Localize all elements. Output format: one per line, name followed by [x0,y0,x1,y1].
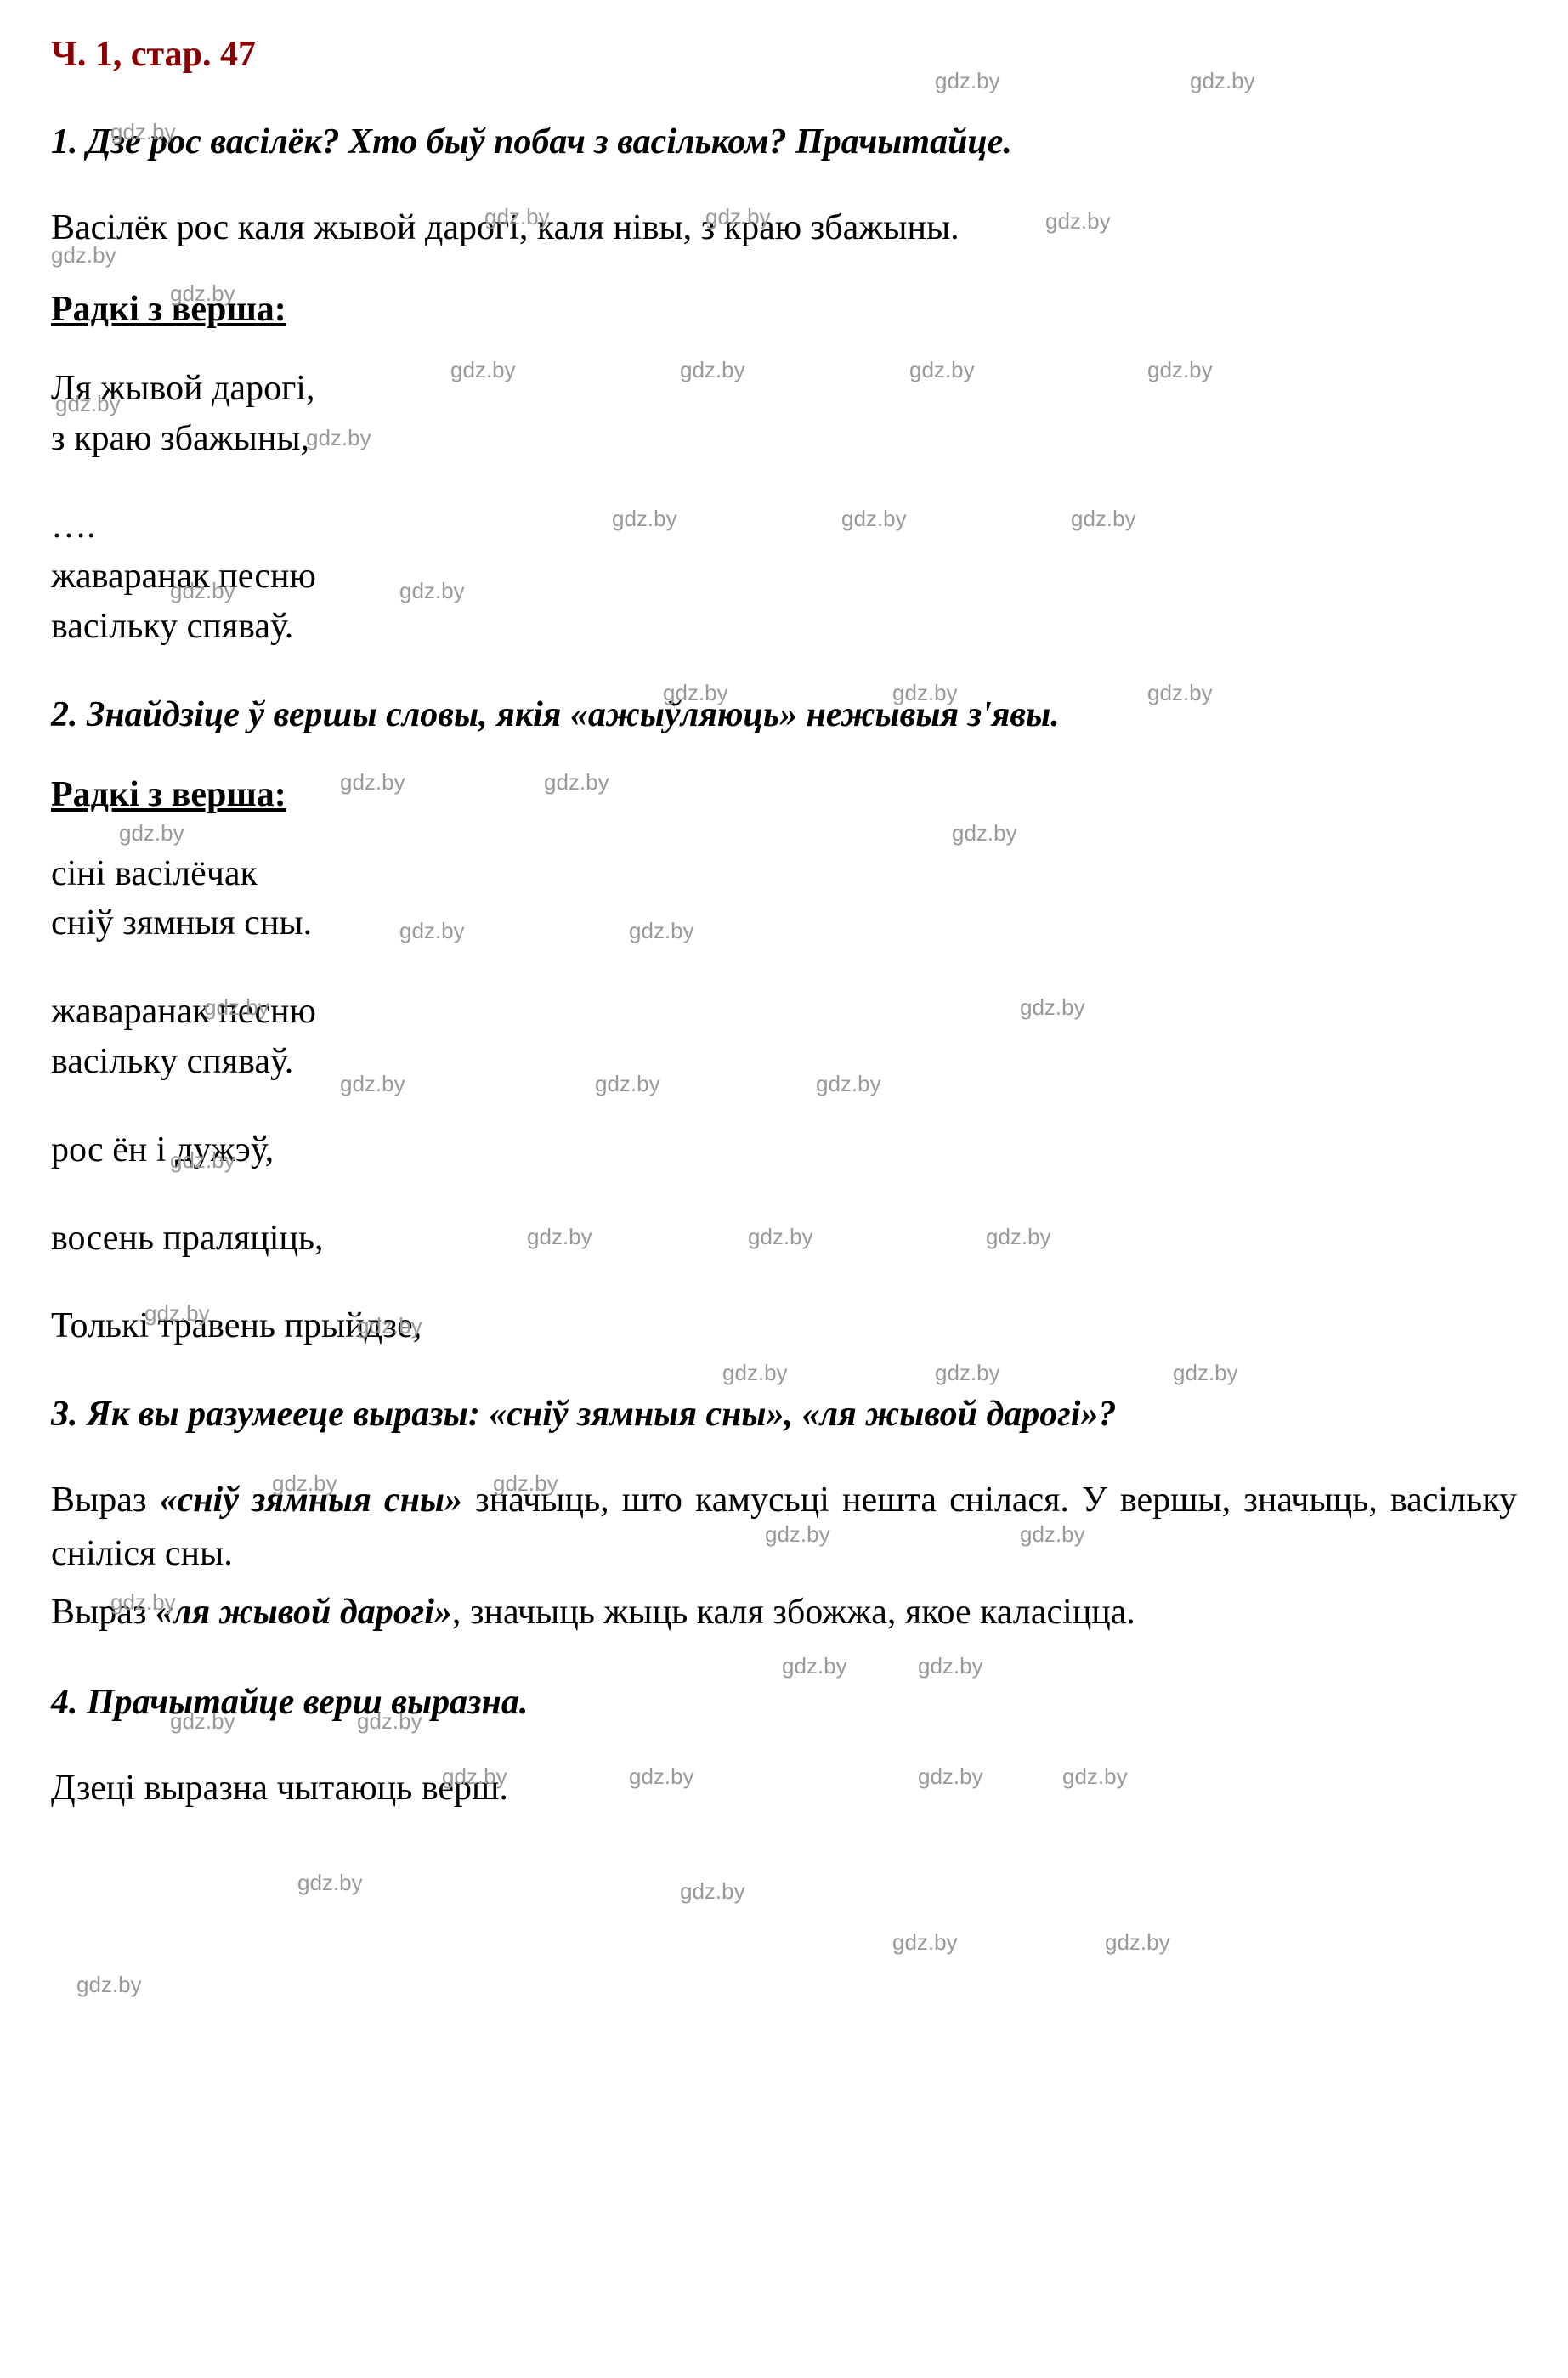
answer-4: Дзеці выразна чытаюць верш. [51,1762,1517,1815]
section-q2: 2. Знайдзіце ў вершы словы, якія «ажыўля… [51,690,1517,1351]
verse-line: Ля жывой дарогі, [51,364,1517,414]
text-part: , значыць жыць каля збожжа, якое каласіц… [452,1593,1135,1632]
verse-line: рос ён і дужэў, [51,1125,1517,1175]
bold-phrase: «сніў зямныя сны» [160,1481,462,1520]
question-4: 4. Прачытайце верш выразна. [51,1678,1517,1728]
watermark: gdz.by [892,1929,958,1956]
watermark: gdz.by [722,1360,788,1386]
watermark: gdz.by [680,1878,745,1905]
question-1: 1. Дзе рос васілёк? Хто быў побач з васі… [51,117,1517,167]
verse-block-3: сіні васілёчак сніў зямныя сны. [51,849,1517,949]
watermark: gdz.by [297,1870,363,1896]
answer-3: Выраз «сніў зямныя сны» значыць, што кам… [51,1474,1517,1639]
paragraph-3a: Выраз «сніў зямныя сны» значыць, што кам… [51,1474,1517,1581]
dots-line: …. [51,501,1517,552]
question-3: 3. Як вы разумееце выразы: «сніў зямныя … [51,1390,1517,1440]
verse-line: васільку спяваў. [51,602,1517,652]
watermark: gdz.by [1173,1360,1238,1386]
verse-line: васільку спяваў. [51,1037,1517,1087]
watermark: gdz.by [76,1972,142,1998]
section-q3: 3. Як вы разумееце выразы: «сніў зямныя … [51,1390,1517,1639]
watermark: gdz.by [782,1653,847,1679]
verse-block-7: Толькі травень прыйдзе, [51,1301,1517,1351]
answer-1: Васілёк рос каля жывой дарогі, каля нівы… [51,201,1517,255]
paragraph-3b: Выраз «ля жывой дарогі», значыць жыць ка… [51,1586,1517,1639]
question-2: 2. Знайдзіце ў вершы словы, якія «ажыўля… [51,690,1517,740]
verse-line: з краю збажыны, [51,414,1517,464]
bold-phrase: «ля жывой дарогі» [156,1593,452,1632]
verse-line: Толькі травень прыйдзе, [51,1301,1517,1351]
verse-line: жаваранак песню [51,987,1517,1037]
verse-line: жаваранак песню [51,552,1517,602]
verse-line: восень праляціць, [51,1214,1517,1264]
verse-line: сіні васілёчак [51,849,1517,899]
verses-heading-2: Радкі з верша: [51,774,1517,815]
page-header: Ч. 1, стар. 47 [51,34,1517,75]
text-part: Выраз [51,1593,156,1632]
watermark: gdz.by [918,1653,983,1679]
text-part: Выраз [51,1481,160,1520]
section-q1: 1. Дзе рос васілёк? Хто быў побач з васі… [51,117,1517,652]
watermark: gdz.by [1105,1929,1170,1956]
section-q4: 4. Прачытайце верш выразна. Дзеці выразн… [51,1678,1517,1815]
verse-block-2: …. жаваранак песню васільку спяваў. [51,501,1517,651]
verse-block-4: жаваранак песню васільку спяваў. [51,987,1517,1087]
watermark: gdz.by [935,1360,1000,1386]
verse-line: сніў зямныя сны. [51,898,1517,948]
verse-block-6: восень праляціць, [51,1214,1517,1264]
verse-block-1: Ля жывой дарогі, з краю збажыны, [51,364,1517,464]
verses-heading-1: Радкі з верша: [51,289,1517,330]
verse-block-5: рос ён і дужэў, [51,1125,1517,1175]
